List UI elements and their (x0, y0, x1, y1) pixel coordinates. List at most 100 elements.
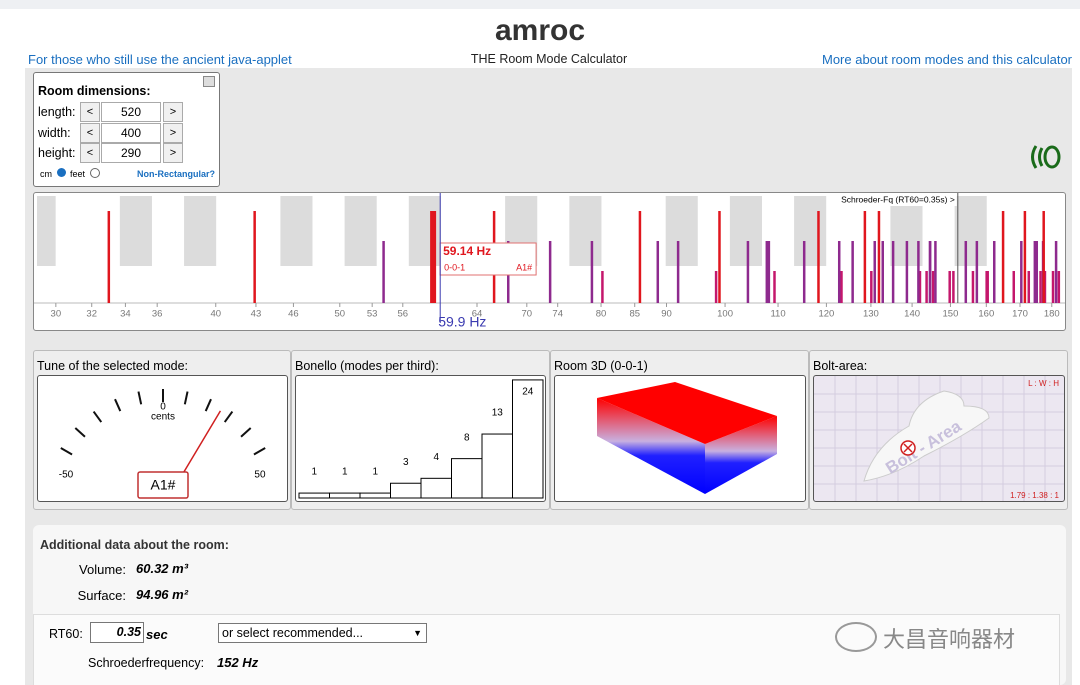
tune-panel: Tune of the selected mode: -50 0 50 cents A1… (33, 350, 291, 510)
rt60-section (33, 614, 1060, 685)
sound-icon[interactable] (1028, 143, 1064, 171)
x-tick-label: 53 (367, 309, 378, 320)
bonello-bar (359, 492, 391, 499)
bonello-bar (512, 379, 544, 499)
x-tick-label: 56 (397, 309, 408, 320)
bonello-bar (451, 458, 483, 499)
non-rect-link[interactable]: Non-Rectangular? (136, 169, 215, 179)
radio-feet[interactable] (90, 168, 100, 178)
panel-title: Bolt-area: (813, 359, 868, 373)
decrement-button[interactable]: < (80, 102, 100, 122)
bolt-area: Bolt - Area L : W : H 1.79 : 1.38 : 1 (813, 375, 1065, 502)
x-tick-label: 74 (552, 309, 563, 320)
decrement-button[interactable]: < (80, 122, 100, 143)
x-tick-label: 36 (152, 309, 163, 320)
bonello-panel: Bonello (modes per third): 1 1 1 3 4 8 13 24 (291, 350, 550, 510)
tune-gauge: -50 0 50 cents A1# (37, 375, 288, 502)
bolt-panel: Bolt-area: Bolt - Area L : W : H 1.79 : … (809, 350, 1068, 510)
x-tick-label: 100 (717, 309, 733, 320)
bonello-bar (329, 492, 361, 499)
white-key-lower (87, 266, 120, 303)
bolt-shape (863, 390, 990, 482)
selected-box (439, 242, 537, 276)
decrement-button[interactable]: < (80, 143, 100, 163)
radio-cm[interactable] (57, 168, 66, 177)
white-key-lower (601, 266, 634, 303)
gauge-unit: cents (151, 412, 175, 423)
gauge-tick (204, 398, 212, 412)
java-link[interactable]: For those who still use the ancient java… (28, 52, 292, 67)
rt60-label: RT60: (49, 627, 83, 641)
bonello-bar (481, 433, 513, 499)
bonello-bar (298, 492, 330, 499)
select-arrow: ▼ (413, 628, 422, 638)
panel-title: Bonello (modes per third): (295, 359, 439, 373)
x-tick-label: 40 (210, 309, 221, 320)
gauge-tick (183, 391, 189, 405)
black-key (954, 196, 987, 266)
dim-input[interactable]: 400 (101, 122, 161, 143)
gauge-label: 50 (254, 470, 266, 481)
x-tick-label: 80 (596, 309, 607, 320)
gauge-tick (92, 410, 103, 423)
x-tick-label: 120 (818, 309, 834, 320)
selected-mode-index: 0-0-1 (444, 262, 465, 272)
dim-label: length: (38, 105, 76, 119)
x-tick-label: 140 (904, 309, 920, 320)
dim-input[interactable]: 290 (101, 143, 161, 163)
surface-value: 94.96 m² (136, 587, 189, 602)
room-3d[interactable] (554, 375, 806, 502)
app-title: amroc (494, 14, 586, 47)
top-strip (0, 0, 1080, 9)
black-key (119, 196, 152, 266)
room-dimensions: Room dimensions: cm feet Non-Rectangular… (33, 72, 220, 187)
x-tick-label: 50 (334, 309, 345, 320)
x-tick-label: 150 (943, 309, 959, 320)
rt60-unit: sec (146, 627, 168, 642)
room3d-panel: Room 3D (0-0-1) (550, 350, 809, 510)
increment-button[interactable]: > (163, 122, 183, 143)
x-tick-label: 85 (629, 309, 640, 320)
rt60-input[interactable]: 0.35 (90, 622, 144, 643)
more-link[interactable]: More about room modes and this calculato… (821, 52, 1072, 67)
mode-spectrum[interactable]: 30 32 34 36 40 43 46 50 53 56 64 70 74 80 85 90 100 110 12… (33, 192, 1066, 331)
bonello-label: 4 (433, 452, 439, 463)
dim-label: height: (38, 146, 76, 160)
bonello-bar (420, 477, 452, 499)
schroeder-value: 152 Hz (217, 655, 259, 670)
dim-label: width: (38, 125, 71, 140)
schroeder-label: Schroeder-Fq (RT60=0.35s) > (841, 194, 955, 204)
unit-cm: cm (40, 169, 52, 179)
gauge-tick (240, 427, 252, 438)
white-key-lower (697, 266, 730, 303)
bonello-label: 24 (522, 387, 534, 398)
cursor-label: 59.9 Hz (438, 314, 486, 330)
x-tick-label: 130 (863, 309, 879, 320)
black-key (794, 196, 827, 266)
gauge-label: 0 (160, 402, 166, 413)
increment-button[interactable]: > (163, 143, 183, 163)
bonello-label: 1 (311, 467, 317, 478)
x-tick-label: 46 (288, 309, 299, 320)
dim-input[interactable]: 520 (101, 102, 161, 122)
rt60-select[interactable]: or select recommended... ▼ (218, 623, 427, 643)
white-key-lower (633, 266, 666, 303)
x-tick-label: 43 (251, 309, 262, 320)
needle (182, 410, 222, 474)
x-tick-label: 64 (472, 309, 483, 320)
x-tick-label: 110 (770, 309, 785, 320)
increment-button[interactable]: > (163, 102, 183, 122)
bonello-label: 8 (464, 432, 470, 443)
toggle-icon[interactable] (203, 76, 215, 87)
x-tick-label: 32 (86, 309, 97, 320)
room-point-x (903, 443, 913, 453)
x-tick-label: 30 (51, 309, 62, 320)
schroeder-label: Schroederfrequency: (88, 656, 205, 670)
volume-label: Volume: (79, 562, 126, 577)
black-key (569, 196, 602, 266)
bonello-label: 3 (403, 457, 409, 468)
black-key (344, 196, 377, 266)
note-label: A1# (151, 477, 176, 493)
